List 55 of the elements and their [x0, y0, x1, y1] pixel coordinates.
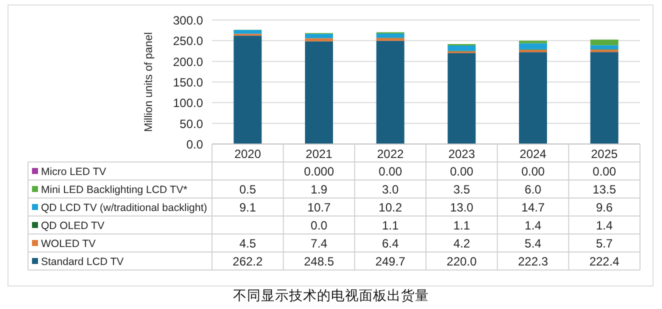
data-label: 6.4	[382, 236, 399, 250]
legend-label: QD LCD TV (w/traditional backlight)	[41, 202, 208, 214]
x-tick-label: 2025	[590, 147, 618, 161]
data-label: 1.4	[524, 218, 542, 232]
data-label: 9.1	[239, 200, 256, 214]
data-label: 0.5	[239, 182, 256, 196]
data-label: 6.0	[524, 182, 542, 196]
data-label: 1.9	[310, 182, 328, 196]
legend-label: WOLED TV	[41, 238, 96, 250]
data-label: 9.6	[596, 200, 613, 214]
y-tick-label: 0.0	[186, 138, 204, 152]
data-label: 248.5	[304, 254, 334, 268]
data-label: 14.7	[521, 200, 545, 214]
y-tick-label: 200.0	[172, 54, 204, 69]
legend-label: Micro LED TV	[41, 166, 106, 178]
x-tick-label: 2022	[376, 147, 404, 161]
data-label: 220.0	[446, 254, 478, 268]
x-tick-label: 2020	[234, 147, 262, 161]
y-tick-label: 150.0	[172, 76, 204, 90]
data-label: 4.2	[453, 236, 470, 250]
data-label: 7.4	[310, 236, 328, 250]
data-label: 10.2	[378, 200, 402, 214]
data-label: 1.1	[453, 218, 470, 232]
y-tick-label: 50.0	[180, 116, 204, 131]
y-tick-label: 250.0	[172, 34, 204, 48]
data-label: 13.5	[592, 182, 616, 196]
y-tick-label: 300.0	[172, 14, 204, 28]
x-tick-label: 2024	[520, 147, 547, 161]
y-tick-label: 100.0	[172, 96, 204, 110]
data-label: 3.0	[382, 182, 399, 196]
legend-label: Standard LCD TV	[41, 256, 124, 268]
x-tick-label: 2021	[306, 147, 333, 161]
data-label: 13.0	[450, 200, 474, 214]
data-label: 249.7	[375, 254, 406, 268]
data-label: 222.4	[589, 254, 620, 268]
data-label: 0.000	[304, 164, 334, 178]
data-label: 3.5	[453, 182, 470, 196]
legend-label: QD OLED TV	[41, 220, 104, 232]
data-label: 1.1	[382, 218, 399, 232]
y-axis-title: Million units of panel	[143, 32, 155, 132]
data-label: 10.7	[307, 200, 331, 214]
data-label: 5.7	[596, 236, 613, 250]
data-label: 222.3	[518, 254, 548, 268]
data-label: 0.00	[450, 164, 474, 178]
legend-label: Mini LED Backlighting LCD TV*	[41, 184, 188, 196]
data-label: 0.0	[310, 218, 328, 232]
data-label: 0.00	[592, 164, 616, 178]
data-label: 1.4	[596, 218, 613, 232]
data-label: 5.4	[524, 236, 542, 250]
data-label: 0.00	[378, 164, 402, 178]
data-label: 262.2	[232, 254, 264, 268]
x-tick-label: 2023	[448, 147, 476, 161]
text: 不同显示技术的电视面板出货量	[233, 288, 429, 304]
data-label: 4.5	[239, 236, 256, 250]
data-label: 0.00	[521, 164, 545, 178]
